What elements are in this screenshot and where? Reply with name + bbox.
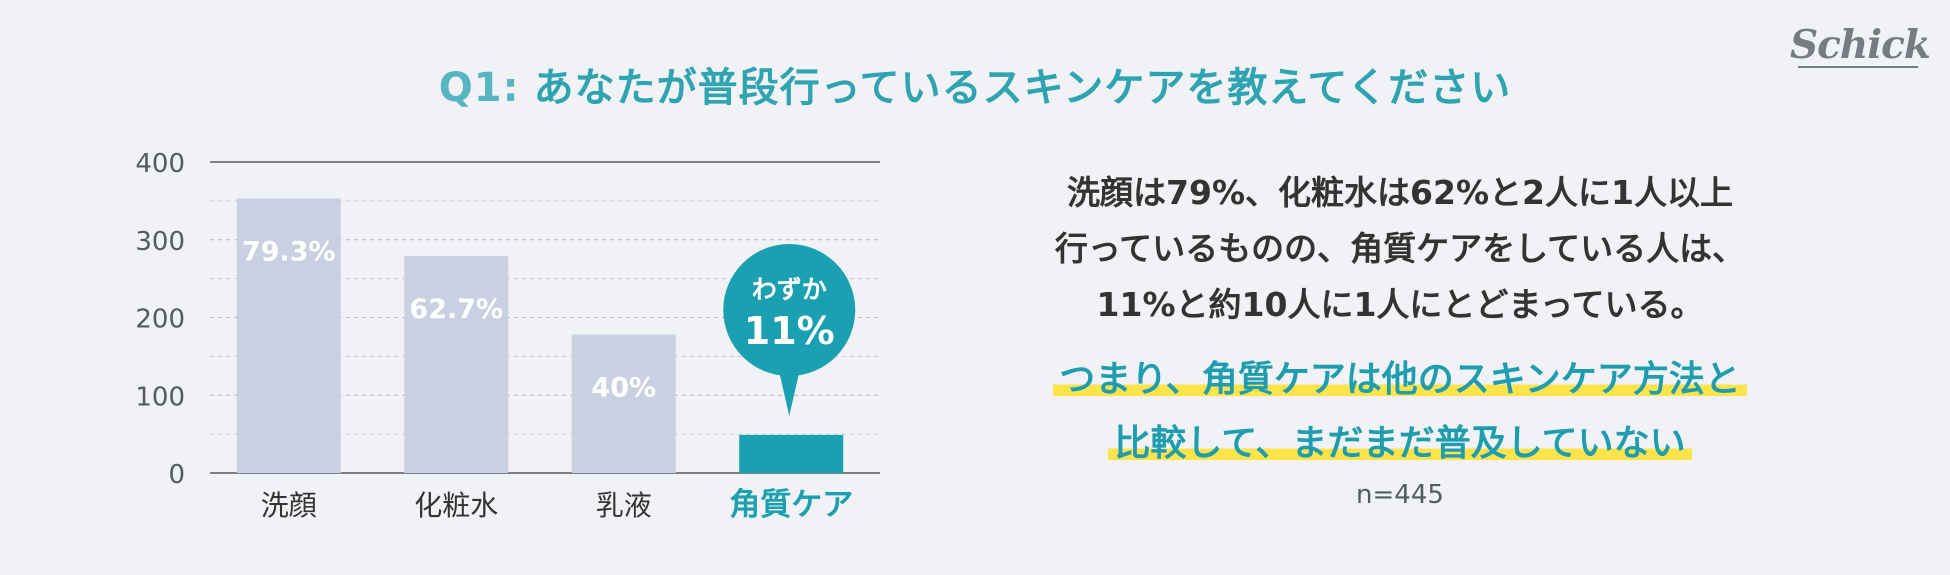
- question-number: Q1:: [438, 65, 520, 111]
- data-label: 62.7%: [409, 294, 503, 325]
- category-label: 化粧水: [414, 489, 498, 522]
- summary-text: 洗顔は79%、化粧水は62%と2人に1人以上 行っているものの、角質ケアをしてい…: [960, 165, 1840, 333]
- callout-value: 11%: [744, 309, 835, 353]
- callout-bubble: [723, 244, 856, 376]
- y-tick-label: 0: [168, 460, 185, 490]
- bar-chart: 0 100 200 300 400 79.3% 洗顔 62.7% 化粧水 40% 乳液 角質ケア わずか…: [135, 149, 880, 523]
- data-label: 79.3%: [242, 237, 336, 268]
- y-tick-label: 100: [135, 382, 185, 412]
- conclusion-line: つまり、角質ケアは他のスキンケア方法と: [1053, 359, 1747, 400]
- question-title: Q1: あなたが普段行っているスキンケアを教えてください: [0, 55, 1950, 113]
- conclusion-text: つまり、角質ケアは他のスキンケア方法と 比較して、まだまだ普及していない: [960, 348, 1840, 476]
- summary-line: 行っているものの、角質ケアをしている人は、: [1054, 229, 1746, 268]
- callout-text: わずか: [752, 275, 827, 304]
- sample-size: n=445: [1356, 480, 1444, 510]
- category-label: 角質ケア: [729, 487, 853, 523]
- y-tick-label: 200: [135, 305, 185, 335]
- y-tick-label: 300: [135, 227, 185, 257]
- schick-logo: Schick: [1790, 22, 1931, 68]
- question-text: あなたが普段行っているスキンケアを教えてください: [533, 65, 1512, 111]
- summary-line: 11%と約10人に1人にとどまっている。: [1096, 285, 1704, 324]
- bar: [236, 198, 341, 474]
- bar: [739, 434, 844, 473]
- category-label: 洗顔: [261, 489, 317, 522]
- category-label: 乳液: [596, 489, 652, 522]
- y-tick-label: 400: [135, 149, 185, 179]
- bar: [571, 334, 676, 473]
- summary-line: 洗顔は79%、化粧水は62%と2人に1人以上: [1067, 173, 1733, 212]
- data-label: 40%: [591, 373, 656, 404]
- conclusion-line: 比較して、まだまだ普及していない: [1108, 423, 1692, 464]
- callout-pointer: [779, 372, 800, 416]
- bar: [404, 256, 509, 473]
